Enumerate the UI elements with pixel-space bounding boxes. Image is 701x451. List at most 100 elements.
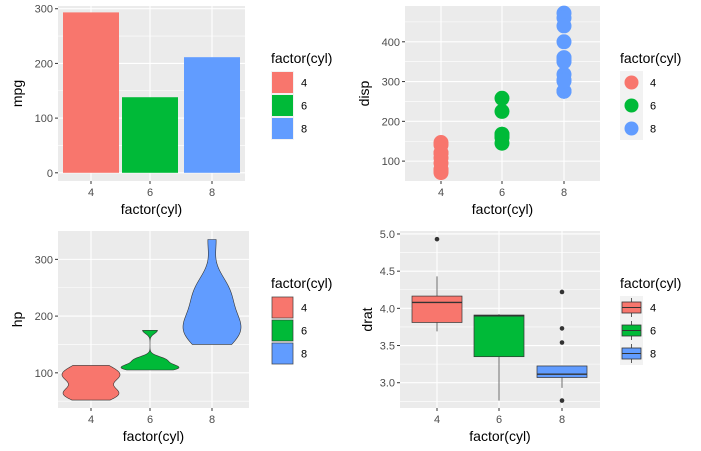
- point-4: [433, 145, 449, 161]
- bar-chart-mpg: 0 100 200 300 4 6 8 factor(cyl) mpg factor(cyl) 4 6…: [9, 4, 332, 217]
- x-tick-label: 8: [559, 414, 565, 426]
- legend-key-4: [620, 71, 643, 94]
- point-8: [556, 18, 572, 34]
- x-tick-label: 4: [434, 414, 440, 426]
- legend-swatch: [624, 121, 639, 136]
- x-tick-label: 6: [147, 187, 153, 199]
- legend-key-4: [271, 296, 294, 319]
- point-6: [494, 90, 510, 106]
- outlier-point: [559, 398, 565, 403]
- violin-chart-hp: 100 200 300 4 6 8 factor(cyl) hp factor(cyl) 4 6 8: [9, 231, 332, 444]
- y-tick-label: 100: [382, 156, 400, 168]
- violin-8: [182, 239, 242, 345]
- y-tick-label: 4.5: [380, 266, 395, 278]
- x-axis-title: factor(cyl): [121, 201, 182, 217]
- outlier-point: [559, 326, 565, 331]
- violin-4: [61, 365, 121, 401]
- legend-swatch: [272, 95, 293, 116]
- legend-swatch: [272, 72, 293, 93]
- box: [536, 365, 588, 378]
- bar-6: [122, 97, 178, 173]
- y-axis-title: drat: [359, 307, 375, 331]
- x-tick-label: 6: [496, 414, 502, 426]
- legend-swatch: [272, 118, 293, 139]
- legend-key-4: [271, 71, 294, 94]
- legend-key-6: [271, 319, 294, 342]
- x-axis-title: factor(cyl): [469, 428, 530, 444]
- legend-label: 6: [301, 326, 307, 338]
- legend: factor(cyl) 4 6 8: [620, 50, 681, 140]
- legend-swatch: [271, 319, 294, 342]
- y-tick-label: 5.0: [380, 229, 395, 241]
- y-tick-label: 300: [35, 4, 53, 16]
- y-tick-label: 200: [35, 58, 53, 70]
- boxplot-8: [536, 289, 588, 403]
- point-8: [556, 34, 572, 50]
- y-tick-label: 200: [382, 116, 400, 128]
- legend-swatch: [271, 296, 294, 319]
- legend-swatch: [624, 98, 639, 113]
- legend-label: 8: [650, 349, 656, 361]
- box-chart-drat: 3.0 3.5 4.0 4.5 5.0 4 6 8 factor(cyl) drat factor(…: [359, 229, 681, 444]
- x-tick-label: 4: [88, 187, 94, 199]
- legend-label: 6: [650, 101, 656, 113]
- outlier-point: [559, 289, 565, 295]
- legend-label: 8: [650, 124, 656, 136]
- legend-key-8: [620, 342, 643, 365]
- x-axis-title: factor(cyl): [472, 201, 533, 217]
- boxplot-6: [473, 314, 525, 401]
- outlier-point: [559, 340, 565, 345]
- box: [473, 314, 525, 358]
- boxplot-4: [411, 236, 463, 332]
- legend-key-6: [271, 94, 294, 117]
- x-tick-label: 4: [438, 187, 444, 199]
- legend: factor(cyl) 4 6 8: [271, 275, 332, 365]
- y-axis-title: mpg: [9, 80, 25, 107]
- x-tick-label: 6: [499, 187, 505, 199]
- x-axis-title: factor(cyl): [123, 428, 184, 444]
- legend-label: 8: [301, 124, 307, 136]
- y-tick-label: 400: [382, 37, 400, 49]
- legend: factor(cyl) 4 6 8: [271, 50, 332, 140]
- y-tick-label: 3.5: [380, 341, 395, 353]
- violin-6: [120, 329, 180, 371]
- y-tick-label: 3.0: [380, 378, 395, 390]
- legend-key-4: [620, 296, 643, 319]
- outlier-point: [434, 236, 440, 242]
- legend-key-8: [620, 117, 643, 140]
- legend-title: factor(cyl): [620, 50, 681, 66]
- y-tick-label: 300: [382, 77, 400, 89]
- point-4: [433, 155, 449, 171]
- y-tick-label: 200: [35, 311, 53, 323]
- y-tick-label: 100: [35, 113, 53, 125]
- y-tick-label: 100: [35, 368, 53, 380]
- point-6: [494, 103, 510, 119]
- legend-label: 6: [650, 326, 656, 338]
- bar-4: [63, 12, 119, 173]
- y-axis-title: hp: [9, 312, 25, 328]
- legend-label: 4: [301, 78, 307, 90]
- legend-title: factor(cyl): [620, 275, 681, 291]
- legend-label: 4: [650, 303, 656, 315]
- legend-swatch: [271, 342, 294, 365]
- legend-key-6: [620, 94, 643, 117]
- scatter-chart-disp: 100 200 300 400 4 6 8 factor(cyl) disp factor(cyl…: [356, 5, 681, 217]
- y-axis-title: disp: [356, 80, 372, 106]
- point-8: [556, 53, 572, 69]
- legend-label: 6: [301, 101, 307, 113]
- legend-key-8: [271, 342, 294, 365]
- legend-key-6: [620, 319, 643, 342]
- y-tick-label: 4.0: [380, 303, 395, 315]
- x-tick-label: 8: [209, 187, 215, 199]
- x-tick-label: 8: [561, 187, 567, 199]
- point-8: [556, 73, 572, 89]
- y-tick-label: 300: [35, 254, 53, 266]
- legend-label: 4: [301, 303, 307, 315]
- box: [411, 295, 463, 323]
- point-6: [494, 135, 510, 151]
- legend-key-8: [271, 117, 294, 140]
- legend-label: 8: [301, 349, 307, 361]
- legend-title: factor(cyl): [271, 275, 332, 291]
- legend-title: factor(cyl): [271, 50, 332, 66]
